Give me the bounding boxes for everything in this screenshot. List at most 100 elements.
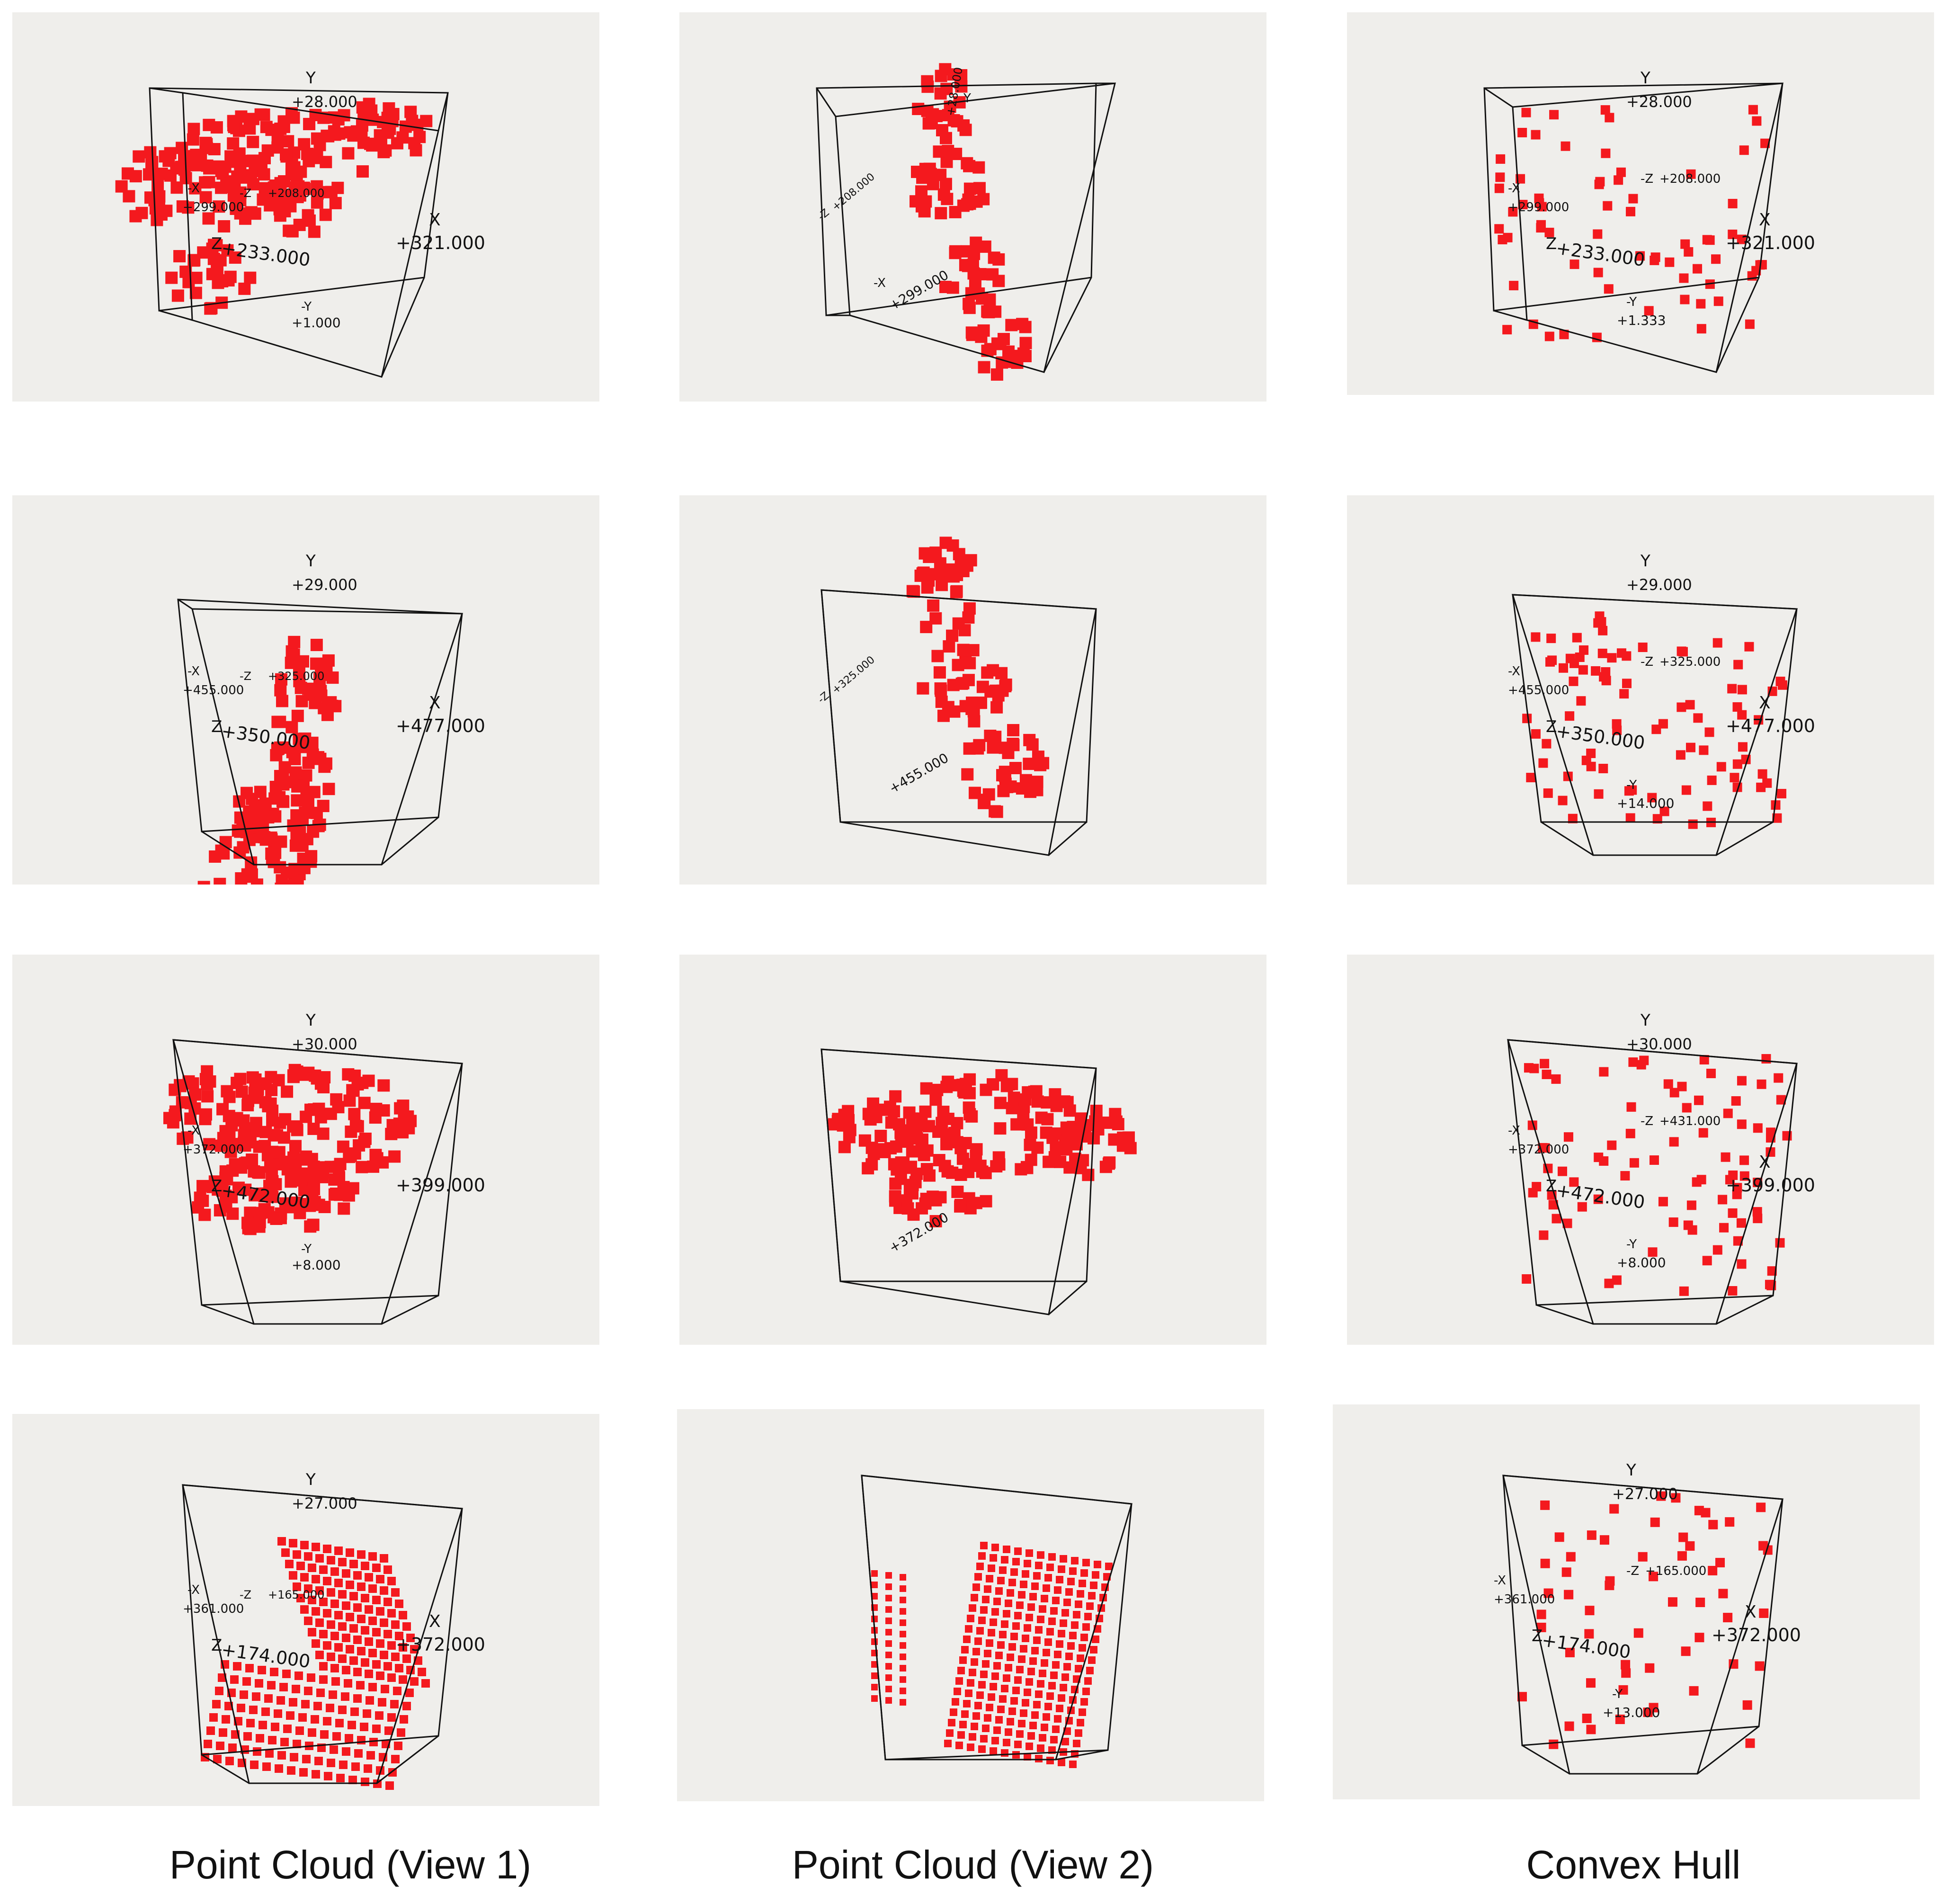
point-marker: [968, 787, 981, 799]
axis-label: Z: [211, 234, 222, 253]
axis-label: +361.000: [183, 1602, 244, 1616]
point-marker: [980, 1195, 992, 1207]
point-marker: [361, 1658, 369, 1667]
point-marker: [959, 700, 972, 713]
axis-label: +27.000: [1612, 1485, 1678, 1503]
point-cloud: [906, 536, 1050, 818]
point-marker: [895, 1132, 908, 1145]
point-marker: [1625, 206, 1635, 216]
point-marker: [341, 1692, 349, 1701]
point-marker: [165, 271, 178, 284]
point-marker: [242, 1222, 255, 1234]
point-marker: [990, 701, 1003, 714]
point-marker: [1077, 1719, 1084, 1726]
point-marker: [1517, 128, 1527, 138]
point-marker: [1539, 1230, 1549, 1240]
point-marker: [1005, 1664, 1012, 1672]
point-marker: [940, 82, 953, 95]
plot-3d: Y +28.000 -X +299.000 X+321.000 Z+233.000 -Z +2…: [115, 69, 485, 378]
axis-label: -Z: [240, 1588, 251, 1601]
point-marker: [360, 107, 373, 120]
point-marker: [242, 1094, 255, 1107]
point-marker: [1728, 198, 1738, 208]
point-marker: [365, 1573, 373, 1582]
point-marker: [307, 825, 320, 838]
point-marker: [1033, 1572, 1041, 1580]
point-marker: [391, 137, 403, 150]
point-marker: [1600, 105, 1610, 115]
point-marker: [327, 1653, 335, 1661]
point-marker: [187, 123, 200, 135]
point-marker: [1752, 116, 1762, 126]
point-marker: [387, 1713, 396, 1722]
point-marker: [1048, 1553, 1056, 1561]
point-marker: [1079, 1580, 1086, 1587]
point-marker: [1498, 234, 1507, 244]
point-marker: [1061, 1609, 1069, 1617]
plot-3d: Y +30.000 -X +372.000 X +399.000 Z+472.000 -Z +4…: [1507, 1011, 1815, 1325]
point-marker: [274, 741, 286, 754]
point-marker: [944, 1740, 952, 1747]
point-marker: [323, 1717, 331, 1725]
point-marker: [334, 1643, 343, 1652]
point-marker: [226, 179, 239, 192]
point-marker: [390, 1700, 399, 1708]
point-marker: [281, 1548, 290, 1557]
point-marker: [269, 1178, 282, 1190]
point-marker: [372, 1660, 381, 1669]
point-marker: [1010, 1697, 1018, 1705]
point-marker: [330, 1093, 343, 1106]
point-marker: [277, 1751, 286, 1760]
point-marker: [1005, 1600, 1012, 1607]
point-marker: [1024, 1138, 1036, 1151]
point-marker: [366, 1696, 374, 1705]
point-marker: [976, 1627, 984, 1635]
point-marker: [1016, 1601, 1024, 1609]
point-marker: [987, 664, 999, 677]
point-marker: [1082, 1559, 1090, 1566]
point-marker: [1708, 1520, 1718, 1529]
point-marker: [1627, 785, 1637, 795]
point-marker: [294, 681, 307, 694]
point-marker: [342, 1747, 350, 1756]
point-marker: [269, 195, 282, 207]
axis-label: -Y: [1626, 1237, 1637, 1251]
point-marker: [376, 1639, 384, 1648]
point-marker: [310, 806, 323, 819]
point-marker: [199, 1108, 212, 1121]
point-marker: [1650, 252, 1660, 262]
point-marker: [963, 657, 976, 670]
point-marker: [1635, 251, 1645, 261]
point-marker: [1029, 1722, 1037, 1729]
point-marker: [1007, 738, 1019, 751]
point-marker: [1080, 1569, 1088, 1577]
point-marker: [900, 1608, 906, 1615]
point-marker: [268, 1129, 280, 1142]
point-marker: [1638, 643, 1648, 653]
point-marker: [391, 1653, 400, 1661]
point-marker: [1683, 1220, 1693, 1230]
point-marker: [1572, 633, 1582, 643]
point-marker: [260, 121, 273, 134]
point-marker: [1536, 1622, 1546, 1632]
point-marker: [344, 126, 357, 139]
point-marker: [410, 1677, 419, 1686]
point-marker: [275, 1764, 283, 1773]
point-marker: [1006, 1102, 1018, 1115]
point-marker: [1010, 1568, 1018, 1576]
point-marker: [1037, 1551, 1044, 1559]
point-marker: [1001, 1620, 1008, 1628]
point-marker: [304, 1220, 317, 1233]
point-marker: [1711, 254, 1721, 264]
point-marker: [342, 1569, 350, 1578]
point-marker: [934, 682, 947, 695]
point-marker: [1003, 1739, 1010, 1746]
point-marker: [1052, 1661, 1060, 1669]
point-marker: [1775, 1238, 1785, 1248]
plot-3d: Y+30.000-X+372.000+399.000Z+472.000-Y+8.…: [163, 1011, 485, 1325]
point-marker: [1671, 1493, 1681, 1503]
point-marker: [1620, 1171, 1630, 1181]
point-marker: [918, 205, 931, 218]
point-marker: [1050, 1672, 1058, 1679]
axis-label: +30.000: [292, 1035, 357, 1053]
